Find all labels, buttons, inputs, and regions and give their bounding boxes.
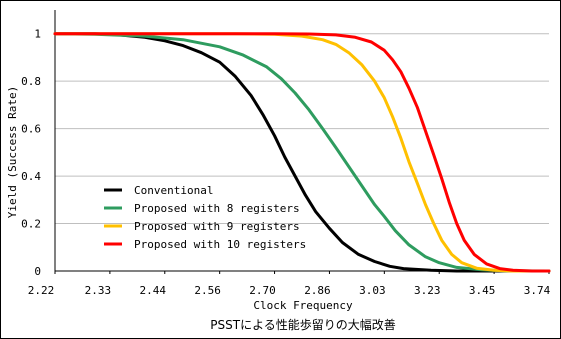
y-axis-title: Yield (Success Rate): [6, 86, 19, 218]
x-tick-label: 2.33: [85, 284, 112, 297]
y-tick-label: 0.4: [21, 170, 41, 183]
series-line-1: [53, 32, 551, 273]
y-tick-label: 0.8: [21, 75, 41, 88]
x-tick-label: 2.22: [28, 284, 55, 297]
y-tick-label: 0: [34, 265, 41, 278]
legend-label-4: Proposed with 10 registers: [134, 238, 306, 251]
legend-label-2: Proposed with 8 registers: [134, 202, 300, 215]
x-axis-title: Clock Frequency: [253, 299, 353, 312]
y-tick-label: 0.2: [21, 218, 41, 231]
x-tick-label: 2.70: [249, 284, 276, 297]
x-tick-label: 3.03: [359, 284, 386, 297]
x-tick-label: 3.74: [524, 284, 551, 297]
legend: Conventional Proposed with 8 registers Pro…: [104, 184, 306, 251]
x-tick-label: 2.56: [194, 284, 221, 297]
legend-label-1: Conventional: [134, 184, 213, 197]
y-tick-labels: 0 0.2 0.4 0.6 0.8 1: [21, 28, 41, 278]
chart-caption: PSSTによる性能歩留りの大幅改善: [210, 317, 395, 332]
series-line-3: [53, 32, 551, 273]
x-tick-labels: 2.22 2.33 2.44 2.56 2.70 2.86 3.03 3.23 3.45 3.74: [28, 284, 551, 297]
axes: [54, 10, 550, 274]
legend-label-3: Proposed with 9 registers: [134, 220, 300, 233]
series-lines: [53, 32, 551, 273]
x-tick-label: 3.45: [469, 284, 496, 297]
grid-lines: [55, 33, 549, 225]
series-line-4: [53, 32, 551, 273]
x-tick-label: 2.86: [304, 284, 331, 297]
y-tick-label: 1: [34, 28, 41, 41]
series-line-2: [53, 32, 551, 273]
x-tick-label: 3.23: [414, 284, 441, 297]
y-tick-label: 0.6: [21, 123, 41, 136]
x-tick-label: 2.44: [140, 284, 167, 297]
